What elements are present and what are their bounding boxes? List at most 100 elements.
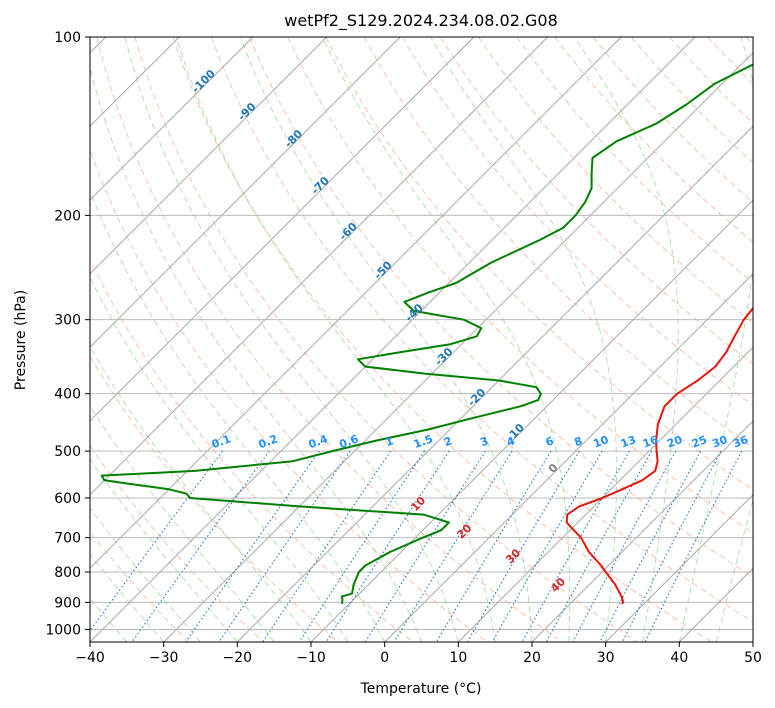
x-tick-label: 0 [380, 650, 389, 666]
temperature-profile-line [565, 306, 753, 605]
moist-adiabat-line [322, 37, 571, 642]
mixing-ratio-line [621, 450, 722, 642]
dry-adiabat-line [440, 37, 753, 365]
moist-adiabat-line [90, 553, 165, 642]
isotherm-line [457, 346, 753, 642]
dry-adiabat-line [210, 37, 753, 623]
y-tick-label: 400 [54, 387, 81, 403]
moist-adiabat-line [90, 345, 312, 642]
x-tick-label: −20 [223, 650, 253, 666]
x-tick-label: −30 [149, 650, 179, 666]
data-series [100, 63, 753, 605]
mixing-ratio-line [185, 450, 320, 642]
mixing-ratio-label: 30 [710, 433, 729, 451]
moist-adiabat-line [175, 37, 496, 642]
moist-adiabat-line [90, 458, 238, 642]
mixing-ratio-line [545, 450, 653, 642]
moist-adiabat-line [90, 507, 201, 642]
dry-adiabat-line [90, 258, 414, 642]
mixing-ratio-label: 16 [641, 433, 660, 451]
x-tick-label: −40 [75, 650, 105, 666]
isotherm-line [605, 494, 753, 642]
isotherm-line [752, 641, 753, 642]
x-tick-label: 50 [744, 650, 762, 666]
isotherm-line [310, 199, 753, 642]
isotherm-line [384, 273, 753, 642]
mixing-ratio-label: 25 [690, 433, 709, 450]
y-tick-label: 700 [54, 531, 81, 547]
y-tick-label: 500 [54, 444, 81, 460]
y-tick-label: 900 [54, 595, 81, 611]
mixing-ratio-label: 1.5 [412, 432, 435, 451]
mixing-ratio-label: 8 [572, 434, 584, 449]
dry-adiabat-line [172, 37, 712, 642]
moist-adiabat-line [678, 37, 753, 642]
mixing-ratio-label: 0.4 [307, 432, 330, 451]
y-tick-label: 1000 [45, 622, 81, 638]
isotherm-line [90, 37, 622, 569]
x-axis-label: Temperature (°C) [360, 681, 482, 697]
mixing-ratio-label: 13 [619, 433, 638, 450]
dry-adiabat-line [249, 37, 753, 578]
y-tick-label: 600 [54, 491, 81, 507]
isotherm-line [90, 37, 475, 422]
isotherm-line [236, 125, 753, 642]
mixing-ratio-label: 10 [592, 433, 611, 451]
mixing-ratio-line [491, 450, 603, 642]
mixing-ratio-label: 2 [442, 434, 454, 449]
x-tick-label: 30 [597, 650, 615, 666]
mixing-ratio-label: 6 [544, 434, 556, 449]
mixing-ratio-line [572, 450, 677, 642]
x-axis: −40 −30 −20 −10 0 10 20 30 40 50 [75, 642, 762, 666]
dry-adiabat-line [287, 37, 753, 534]
mixing-ratio-label: 4 [505, 434, 517, 449]
dry-adiabat-line [134, 37, 638, 642]
mixing-ratio-label: 0.1 [210, 432, 233, 451]
y-axis: 100 200 300 400 500 600 700 800 900 1000 [45, 30, 90, 638]
dry-adiabat-line [90, 355, 339, 642]
mixing-ratio-line [298, 450, 425, 642]
moist-adiabat-line [574, 37, 679, 642]
dry-adiabat-line [96, 37, 563, 642]
y-tick-label: 800 [54, 565, 81, 581]
x-tick-label: 40 [670, 650, 688, 666]
y-tick-label: 200 [54, 208, 81, 224]
moist-adiabat-line [430, 37, 617, 642]
mixing-ratio-label: 3 [478, 434, 490, 449]
x-tick-label: 20 [523, 650, 541, 666]
y-tick-label: 300 [54, 313, 81, 329]
mixing-ratio-line [393, 450, 513, 642]
y-tick-label: 100 [54, 30, 81, 46]
mixing-ratio-label: 1 [384, 434, 396, 449]
x-tick-label: −10 [296, 650, 326, 666]
moist-adiabat-line [90, 598, 128, 642]
dry-adiabat-line [325, 37, 753, 491]
mixing-ratio-label: 20 [665, 433, 684, 451]
dry-adiabat-line [478, 37, 753, 324]
isotherm-line [90, 37, 328, 275]
dewpoint-profile-line [100, 63, 753, 604]
x-tick-label: 10 [449, 650, 467, 666]
mixing-ratio-line [521, 450, 630, 642]
plot-background [90, 37, 753, 642]
moist-adiabat-line [715, 498, 753, 642]
mixing-ratio-label: 36 [731, 433, 750, 451]
dry-adiabat-line [90, 445, 264, 642]
mixing-ratio-line [90, 450, 223, 632]
mixing-ratio-line [218, 450, 351, 642]
moist-adiabat-line [90, 66, 422, 642]
isotherm-line [531, 420, 753, 642]
mixing-ratio-line [644, 450, 743, 642]
mixing-ratio-label: 0.6 [338, 432, 361, 451]
mixing-ratio-label: 0.2 [257, 432, 280, 451]
moist-adiabat-line [90, 190, 386, 642]
plot-frame [89, 36, 754, 643]
moist-adiabat-line [239, 37, 533, 642]
y-axis-label: Pressure (hPa) [13, 290, 29, 390]
chart-title: wetPf2_S129.2024.234.08.02.G08 [284, 11, 558, 31]
mixing-ratio-line [262, 450, 392, 642]
moist-adiabat-line [124, 37, 459, 642]
isotherm-line [90, 37, 254, 201]
mixing-ratio-line [599, 450, 701, 642]
